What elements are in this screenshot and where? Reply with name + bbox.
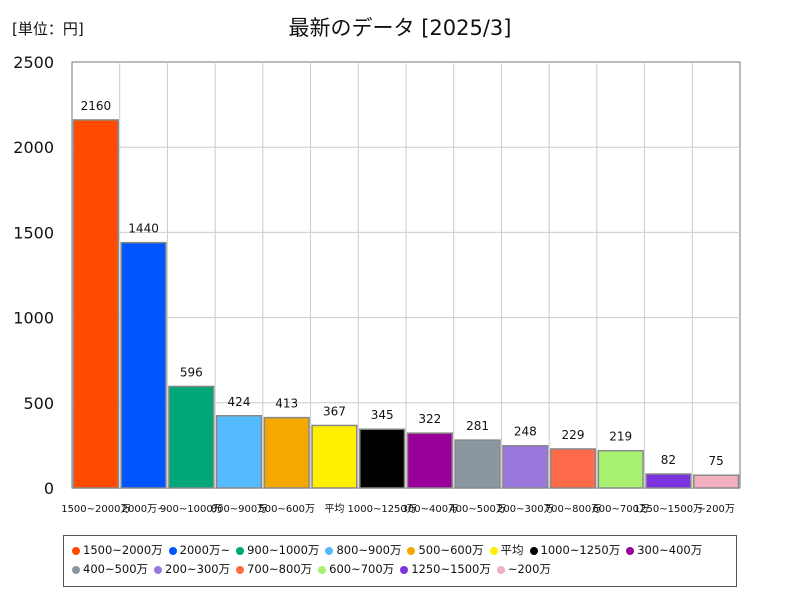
legend-item: 900~1000万 — [236, 541, 319, 560]
legend-items: 1500~2000万 2000万~ 900~1000万 800~900万 500~600… — [72, 541, 728, 579]
bar-value-label: 367 — [323, 404, 346, 418]
legend-item: 2000万~ — [168, 541, 231, 560]
x-tick-label: 2000万~ — [122, 504, 166, 515]
legend-item: 700~800万 — [236, 560, 312, 579]
x-tick-label: 200~300万 — [497, 504, 554, 515]
legend-swatch — [496, 565, 505, 574]
bar — [215, 415, 263, 489]
x-tick-label: 1000~1250万 — [348, 504, 417, 515]
bar — [502, 444, 549, 489]
bar-value-label: 281 — [466, 419, 489, 433]
legend-swatch — [400, 565, 409, 574]
bar — [311, 424, 358, 489]
bar-value-label: 322 — [418, 412, 441, 426]
legend-label: 900~1000万 — [247, 543, 320, 557]
legend-swatch — [236, 546, 245, 555]
y-tick-label: 0 — [44, 479, 54, 498]
x-tick-label: 700~800万 — [545, 504, 602, 515]
legend-swatch — [72, 546, 80, 555]
x-tick-label: 300~400万 — [402, 504, 459, 515]
x-tick-label: 平均 — [324, 503, 344, 515]
legend-item: 200~300万 — [154, 560, 230, 579]
legend-label: 700~800万 — [247, 562, 313, 576]
legend-swatch — [407, 546, 416, 555]
bar-value-label: 248 — [514, 425, 537, 439]
x-tick-label: 400~500万 — [449, 504, 506, 515]
bar — [549, 448, 597, 489]
y-tick-label: 2500 — [13, 53, 54, 72]
legend-label: 800~900万 — [336, 543, 402, 557]
bar-value-label: 413 — [275, 397, 298, 411]
legend-label: 300~400万 — [637, 543, 703, 557]
y-tick-label: 500 — [23, 394, 54, 413]
legend: 1500~2000万 2000万~ 900~1000万 800~900万 500~600… — [63, 535, 737, 587]
x-tick-label: 900~1000万 — [160, 504, 223, 515]
x-tick-label: 1250~1500万 — [634, 504, 703, 515]
legend-label: ~200万 — [507, 562, 551, 576]
legend-label: 1500~2000万 — [83, 543, 163, 557]
bar — [645, 473, 692, 489]
bar — [168, 385, 215, 489]
bar — [693, 474, 740, 489]
x-tick-label: 500~600万 — [258, 504, 315, 515]
legend-swatch — [529, 546, 538, 555]
unit-label: [単位：円] — [12, 20, 84, 38]
legend-swatch — [489, 546, 498, 555]
bar — [263, 416, 310, 489]
legend-label: 1250~1500万 — [411, 562, 491, 576]
legend-item: 800~900万 — [325, 541, 401, 560]
legend-item: 1000~1250万 — [529, 541, 621, 560]
bar-value-label: 345 — [371, 408, 394, 422]
legend-swatch — [72, 565, 80, 574]
legend-swatch — [325, 546, 334, 555]
bar-value-label: 75 — [709, 454, 724, 468]
legend-item: ~200万 — [496, 560, 551, 579]
bar — [120, 241, 167, 489]
x-tick-label: ~200万 — [697, 504, 734, 515]
y-tick-label: 1500 — [13, 223, 54, 242]
chart-title: 最新のデータ [2025/3] — [288, 16, 512, 40]
bar — [72, 119, 119, 489]
bar-value-label: 219 — [609, 430, 632, 444]
legend-label: 200~300万 — [165, 562, 231, 576]
bar — [454, 439, 501, 489]
legend-label: 2000万~ — [179, 543, 231, 557]
x-tick-label: 1500~2000万 — [61, 504, 130, 515]
legend-label: 500~600万 — [418, 543, 484, 557]
x-tick-label: 800~900万 — [211, 504, 268, 515]
x-tick-label: 600~700万 — [592, 504, 649, 515]
legend-swatch — [168, 546, 177, 555]
legend-item: 平均 — [489, 541, 524, 560]
bar-value-label: 229 — [562, 428, 585, 442]
y-tick-label: 1000 — [13, 309, 54, 328]
bar-value-label: 424 — [228, 395, 251, 409]
legend-item: 500~600万 — [407, 541, 484, 560]
bar — [597, 449, 644, 489]
bar-value-label: 2160 — [81, 99, 112, 113]
legend-label: 600~700万 — [329, 562, 395, 576]
y-tick-label: 2000 — [13, 138, 54, 157]
bar — [406, 432, 453, 489]
legend-label: 400~500万 — [83, 562, 149, 576]
legend-label: 1000~1250万 — [540, 543, 621, 557]
legend-swatch — [236, 565, 245, 574]
legend-item: 400~500万 — [72, 560, 148, 579]
bar-value-label: 1440 — [128, 222, 159, 236]
legend-item: 1500~2000万 — [72, 541, 163, 560]
bar — [359, 428, 406, 489]
legend-swatch — [626, 546, 635, 555]
legend-swatch — [318, 565, 327, 574]
legend-item: 600~700万 — [318, 560, 394, 579]
bar-value-label: 82 — [661, 453, 676, 467]
legend-item: 1250~1500万 — [400, 560, 491, 579]
legend-label: 平均 — [500, 543, 524, 557]
legend-swatch — [154, 565, 163, 574]
bar-value-label: 596 — [180, 365, 203, 379]
legend-item: 300~400万 — [626, 541, 702, 560]
